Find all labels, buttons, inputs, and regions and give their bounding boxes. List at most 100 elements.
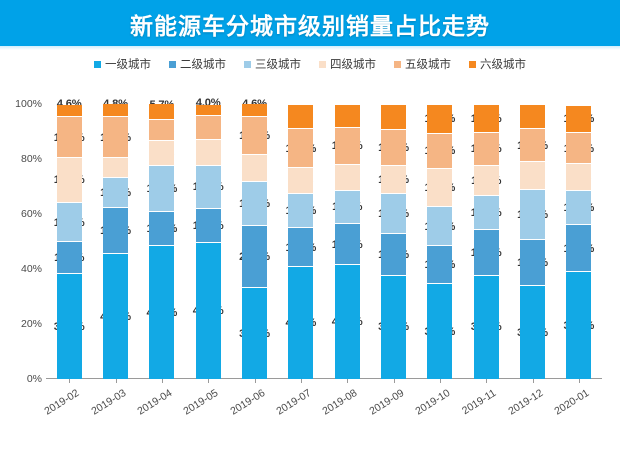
bar-segment[interactable] (195, 243, 221, 379)
bar-segment[interactable] (473, 132, 499, 166)
stacked-bar[interactable] (103, 104, 128, 379)
bar-segment[interactable] (381, 130, 406, 167)
bar-segment[interactable] (149, 211, 175, 247)
legend-item-1[interactable]: 一级城市 (94, 56, 151, 72)
stacked-bar[interactable] (427, 104, 453, 379)
bar-segment[interactable] (520, 286, 545, 379)
stacked-bar[interactable] (288, 104, 314, 379)
bar-segment[interactable] (566, 272, 592, 379)
stacked-bar[interactable] (242, 104, 267, 379)
legend-item-5[interactable]: 五级城市 (394, 56, 451, 72)
bar-segment[interactable] (334, 128, 360, 165)
bar-segment[interactable] (334, 223, 360, 266)
bar-segment[interactable] (427, 133, 453, 169)
bar-segment[interactable] (473, 275, 499, 379)
segment-divider (56, 156, 82, 158)
legend-item-3[interactable]: 三级城市 (244, 56, 301, 72)
bar-segment[interactable] (288, 228, 314, 268)
bar-segment[interactable] (566, 190, 592, 226)
bar-segment[interactable] (149, 165, 175, 212)
legend-item-4[interactable]: 四级城市 (319, 56, 376, 72)
bar-segment[interactable] (195, 115, 221, 141)
stacked-bar[interactable] (381, 104, 406, 379)
bar-segment[interactable] (103, 157, 128, 178)
bar-segment[interactable] (56, 157, 82, 204)
bar-segment[interactable] (520, 104, 545, 129)
bar-segment[interactable] (334, 104, 360, 129)
bar-segment[interactable] (520, 189, 545, 240)
segment-divider (381, 165, 406, 167)
bar-segment[interactable] (103, 177, 128, 208)
bar-segment[interactable] (566, 105, 592, 134)
bar-segment[interactable] (288, 167, 314, 194)
bar-segment[interactable] (520, 128, 545, 163)
bar-segment[interactable] (103, 207, 128, 255)
bar-segment[interactable] (195, 104, 221, 116)
bar-segment[interactable] (56, 203, 82, 243)
bar-segment[interactable] (242, 104, 267, 117)
stacked-bar[interactable] (149, 104, 175, 379)
stacked-bar[interactable] (473, 104, 499, 379)
segment-divider (242, 115, 267, 117)
bar-segment[interactable] (520, 162, 545, 190)
bar-segment[interactable] (334, 265, 360, 379)
stacked-bar[interactable] (520, 104, 545, 379)
bar-segment[interactable] (427, 168, 453, 208)
bar-segment[interactable] (242, 181, 267, 226)
stacked-bar[interactable] (334, 104, 360, 379)
stacked-bar[interactable] (566, 104, 592, 379)
legend-item-label: 五级城市 (405, 59, 451, 71)
bar-segment[interactable] (149, 119, 175, 142)
bar-segment[interactable] (103, 117, 128, 158)
segment-divider (427, 132, 453, 134)
legend-item-2[interactable]: 二级城市 (169, 56, 226, 72)
bar-segment[interactable] (334, 191, 360, 224)
bar-segment[interactable] (520, 239, 545, 287)
bar-segment[interactable] (473, 165, 499, 197)
legend-item-6[interactable]: 六级城市 (469, 56, 526, 72)
y-axis-labels: 0% 20% 40% 60% 80% 100% (0, 98, 42, 385)
stacked-bar[interactable] (195, 104, 221, 379)
bar-segment[interactable] (242, 154, 267, 182)
bar-segment[interactable] (149, 141, 175, 166)
segment-divider (520, 285, 545, 287)
bar-segment[interactable] (149, 104, 175, 120)
bar-segment[interactable] (427, 246, 453, 285)
bar-segment[interactable] (195, 208, 221, 244)
segment-divider (381, 129, 406, 131)
bar-segment[interactable] (427, 284, 453, 379)
bar-segment[interactable] (288, 129, 314, 168)
bar-segment[interactable] (149, 246, 175, 379)
bar-segment[interactable] (427, 104, 453, 134)
x-axis-tick-label: 2019-03 (88, 387, 128, 418)
bar-segment[interactable] (242, 116, 267, 155)
bar-segment[interactable] (242, 225, 267, 289)
bar-segment[interactable] (56, 242, 82, 275)
bar-segment[interactable] (473, 230, 499, 276)
stacked-bar[interactable] (56, 104, 82, 379)
bar-segment[interactable] (288, 267, 314, 379)
bar-segment[interactable] (427, 207, 453, 247)
bar-segment[interactable] (195, 140, 221, 167)
bar-segment[interactable] (381, 275, 406, 379)
bar-segment[interactable] (56, 104, 82, 118)
segment-divider (334, 190, 360, 192)
bar-segment[interactable] (473, 104, 499, 133)
bar-segment[interactable] (103, 104, 128, 118)
bar-segment[interactable] (566, 164, 592, 191)
bar-segment[interactable] (473, 196, 499, 231)
bar-segment[interactable] (56, 274, 82, 379)
bar-segment[interactable] (381, 166, 406, 195)
bar-segment[interactable] (195, 166, 221, 209)
bar-segment[interactable] (381, 105, 406, 131)
bar-segment[interactable] (334, 164, 360, 192)
bar-segment[interactable] (288, 193, 314, 229)
bar-segment[interactable] (381, 233, 406, 276)
bar-segment[interactable] (566, 225, 592, 273)
bar-segment[interactable] (381, 194, 406, 234)
bar-segment[interactable] (56, 117, 82, 158)
bar-segment[interactable] (566, 133, 592, 165)
bar-segment[interactable] (288, 104, 314, 130)
bar-segment[interactable] (242, 288, 267, 379)
bar-segment[interactable] (103, 254, 128, 379)
